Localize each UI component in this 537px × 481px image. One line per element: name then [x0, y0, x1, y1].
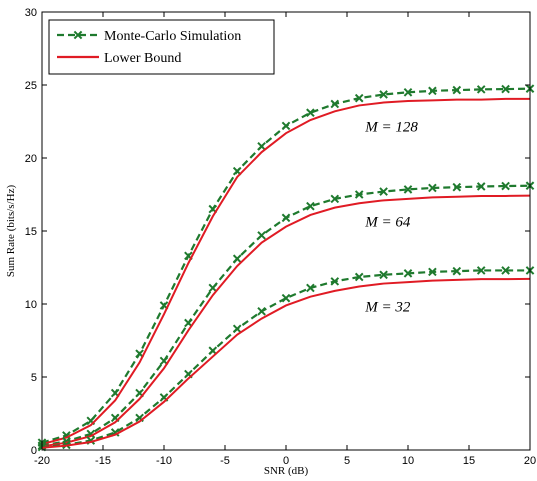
- y-tick-label: 25: [25, 80, 37, 92]
- annotation-m-label: M = 128: [364, 120, 418, 136]
- y-tick-label: 0: [31, 445, 37, 457]
- legend-label: Lower Bound: [104, 51, 181, 66]
- annotation-m-label: M = 64: [364, 215, 411, 231]
- y-tick-label: 5: [31, 372, 37, 384]
- y-tick-label: 15: [25, 226, 37, 238]
- legend: Monte-Carlo Simulation Lower Bound: [49, 20, 274, 74]
- y-tick-label: 20: [25, 153, 37, 165]
- y-tick-label: 10: [25, 299, 37, 311]
- x-tick-label: -10: [156, 455, 172, 467]
- x-tick-label: 15: [463, 455, 475, 467]
- plot-area: [42, 12, 530, 450]
- x-tick-label: -15: [95, 455, 111, 467]
- x-tick-label: 10: [402, 455, 414, 467]
- x-tick-label: 20: [524, 455, 536, 467]
- legend-label: Monte-Carlo Simulation: [104, 29, 241, 44]
- y-axis-label: Sum Rate (bits/s/Hz): [5, 185, 17, 278]
- annotation-m-label: M = 32: [364, 299, 411, 315]
- y-tick-label: 30: [25, 7, 37, 19]
- x-tick-label: 5: [344, 455, 350, 467]
- x-tick-label: -5: [220, 455, 230, 467]
- plot-background: [42, 12, 530, 450]
- x-axis-label: SNR (dB): [264, 465, 309, 476]
